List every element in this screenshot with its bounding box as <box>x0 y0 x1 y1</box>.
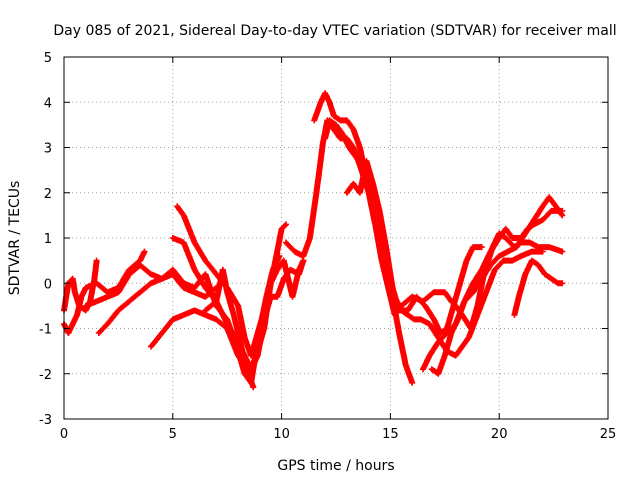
chart-title: Day 085 of 2021, Sidereal Day-to-day VTE… <box>53 23 616 39</box>
grid-lines <box>64 57 608 419</box>
x-tick-label: 0 <box>60 427 68 442</box>
y-tick-label: -2 <box>39 368 52 383</box>
series-markers <box>202 266 257 391</box>
x-tick-label: 20 <box>491 427 508 442</box>
series-markers <box>283 117 566 332</box>
series-arc-9 <box>283 117 566 332</box>
y-tick-label: -1 <box>39 323 52 338</box>
series-markers <box>420 207 566 373</box>
x-tick-label: 25 <box>600 427 617 442</box>
series-arc-15 <box>511 257 566 318</box>
data-points <box>61 90 566 391</box>
y-tick-label: 0 <box>44 277 52 292</box>
series-arc-14 <box>420 207 566 373</box>
y-tick-label: 3 <box>44 142 52 157</box>
series-arc-12 <box>343 158 485 336</box>
series-markers <box>174 203 307 359</box>
series-markers <box>428 194 566 377</box>
y-tick-label: 1 <box>44 232 52 247</box>
series-arc-8 <box>202 266 257 391</box>
y-tick-label: 5 <box>44 51 52 66</box>
y-tick-label: 2 <box>44 187 52 202</box>
y-axis-label: SDTVAR / TECUs <box>7 181 23 296</box>
x-tick-label: 5 <box>169 427 177 442</box>
series-markers <box>343 158 485 336</box>
x-tick-label: 15 <box>382 427 399 442</box>
y-axis-ticks: -3 -2 -1 0 1 2 3 4 5 <box>39 51 608 428</box>
y-tick-label: -3 <box>39 413 52 428</box>
y-tick-label: 4 <box>44 96 52 111</box>
series-arc-7 <box>174 203 307 359</box>
x-tick-label: 10 <box>273 427 290 442</box>
series-markers <box>511 257 566 318</box>
x-axis-label: GPS time / hours <box>277 458 394 474</box>
x-axis-ticks: 0 5 10 15 20 25 <box>60 57 616 442</box>
series-arc-13 <box>428 194 566 377</box>
